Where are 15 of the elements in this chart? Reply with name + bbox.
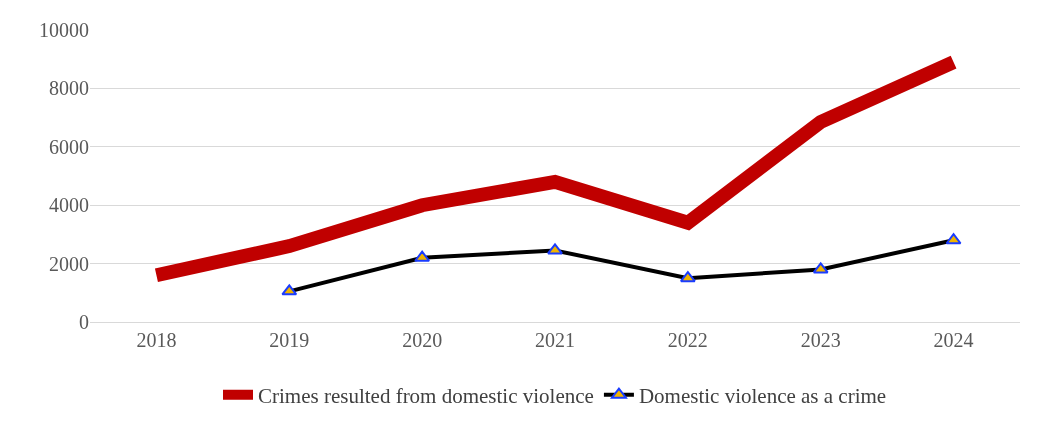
x-tick-label: 2019 [269, 329, 310, 351]
x-tick-label: 2022 [667, 329, 708, 351]
legend-label: Domestic violence as a crime [638, 383, 887, 408]
y-tick-label: 8000 [49, 77, 89, 100]
x-tick-label: 2024 [933, 329, 974, 351]
legend-label: Crimes resulted from domestic violence [258, 383, 594, 408]
y-tick-label: 2000 [49, 252, 89, 275]
y-tick-label: 4000 [49, 194, 89, 217]
y-tick-label: 0 [79, 311, 89, 333]
x-tick-label: 2018 [136, 329, 177, 351]
x-tick-label: 2021 [535, 329, 575, 351]
x-tick-label: 2023 [800, 329, 841, 351]
y-tick-label: 10000 [39, 19, 89, 41]
y-tick-label: 6000 [49, 135, 89, 158]
x-tick-label: 2020 [402, 329, 443, 351]
